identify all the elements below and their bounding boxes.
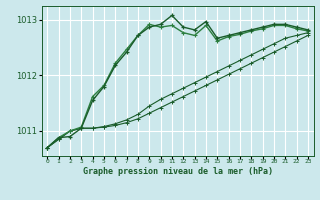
X-axis label: Graphe pression niveau de la mer (hPa): Graphe pression niveau de la mer (hPa)	[83, 167, 273, 176]
